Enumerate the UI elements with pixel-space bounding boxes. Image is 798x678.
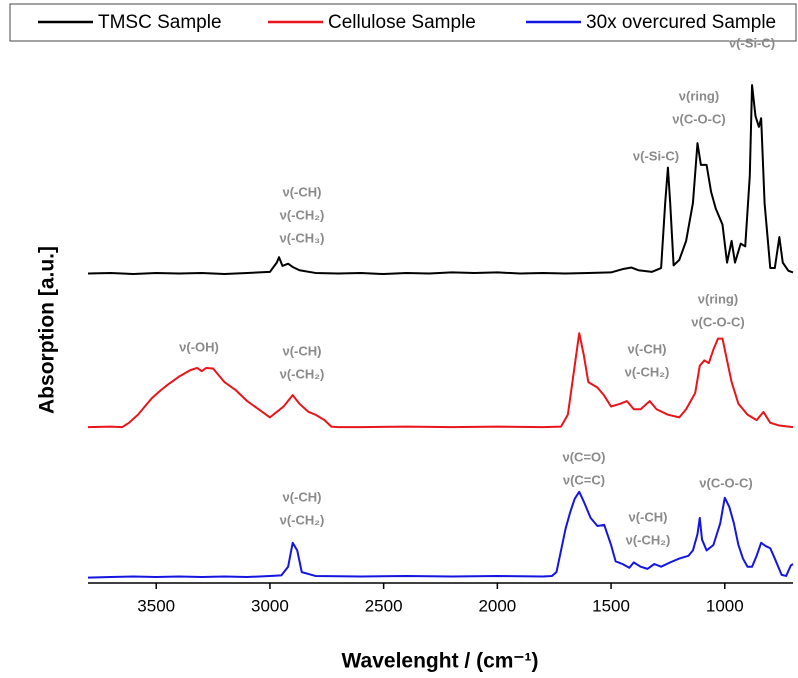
legend-label: TMSC Sample <box>98 12 222 33</box>
spectrum-line <box>87 332 794 429</box>
legend-label: 30x overcured Sample <box>586 12 776 33</box>
x-tick-label: 2000 <box>478 596 516 615</box>
x-tick-label: 3000 <box>251 596 289 615</box>
annotation: ν(-Si-C) <box>633 148 679 163</box>
annotation: ν(-CH₂) <box>280 207 325 222</box>
annotation: ν(-CH₂) <box>626 532 671 547</box>
annotation: ν(-CH₂) <box>280 366 325 381</box>
annotation: ν(-OH) <box>179 339 219 354</box>
spectrum-line <box>87 490 794 579</box>
x-tick-label: 2500 <box>365 596 403 615</box>
x-tick-label: 3500 <box>137 596 175 615</box>
annotation: ν(-CH) <box>629 509 668 524</box>
annotation: ν(-CH) <box>283 489 322 504</box>
annotation: ν(C-O-C) <box>699 475 752 490</box>
annotation: ν(C=O) <box>563 449 606 464</box>
spectrum-line <box>87 84 794 276</box>
annotation: ν(-CH) <box>628 341 667 356</box>
annotation: ν(ring) <box>679 88 719 103</box>
annotation: ν(C-O-C) <box>672 111 725 126</box>
annotation: ν(-CH₃) <box>279 230 324 245</box>
legend-box <box>9 3 797 42</box>
annotation: ν(-Si-C) <box>729 35 775 50</box>
annotation: ν(C=C) <box>563 472 605 487</box>
annotation: ν(-CH) <box>283 184 322 199</box>
x-tick-label: 1000 <box>706 596 744 615</box>
annotation: ν(ring) <box>698 291 738 306</box>
x-tick-label: 1500 <box>592 596 630 615</box>
x-axis-label: Wavelenght / (cm⁻¹) <box>342 650 539 673</box>
legend-label: Cellulose Sample <box>328 12 476 33</box>
annotation: ν(C-O-C) <box>691 314 744 329</box>
annotation: ν(-CH₂) <box>280 512 325 527</box>
annotation: ν(-CH) <box>283 343 322 358</box>
y-axis-label: Absorption [a.u.] <box>36 246 59 414</box>
annotation: ν(-CH₂) <box>625 364 670 379</box>
